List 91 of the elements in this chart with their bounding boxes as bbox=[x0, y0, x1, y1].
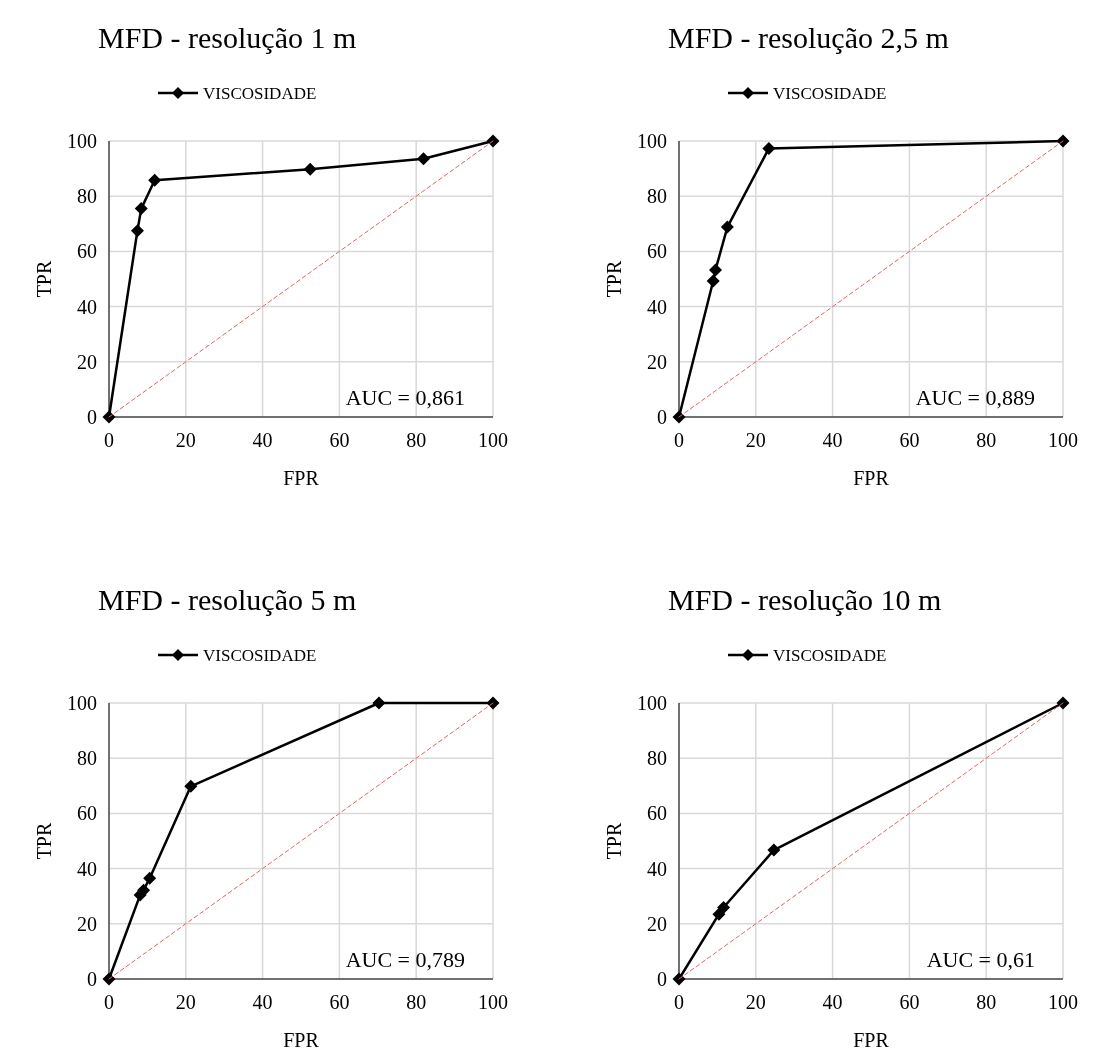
point bbox=[130, 224, 144, 238]
point bbox=[717, 901, 731, 915]
x-tick-label: 100 bbox=[1048, 991, 1078, 1013]
x-tick-label: 0 bbox=[674, 429, 684, 451]
y-tick-label: 60 bbox=[77, 240, 97, 263]
x-tick-label: 0 bbox=[674, 991, 684, 1013]
y-tick-label: 80 bbox=[647, 185, 667, 208]
x-tick-label: 20 bbox=[175, 429, 196, 451]
x-axis-title: FPR bbox=[853, 467, 890, 489]
x-tick-label: 40 bbox=[252, 429, 273, 451]
x-tick-label: 20 bbox=[175, 991, 196, 1013]
point bbox=[372, 696, 386, 710]
y-tick-label: 40 bbox=[647, 857, 667, 880]
point bbox=[1056, 696, 1070, 710]
y-tick-label: 0 bbox=[87, 406, 97, 428]
point bbox=[1056, 134, 1070, 148]
x-tick-label: 60 bbox=[329, 429, 350, 451]
chart-title: MFD - resolução 1 m bbox=[98, 21, 357, 54]
chart-title: MFD - resolução 10 m bbox=[668, 583, 942, 616]
x-tick-label: 0 bbox=[104, 429, 114, 451]
legend-label: VISCOSIDADE bbox=[203, 84, 317, 103]
x-tick-label: 40 bbox=[252, 991, 273, 1013]
y-tick-label: 20 bbox=[77, 350, 97, 373]
point bbox=[102, 972, 116, 986]
x-tick-label: 80 bbox=[976, 991, 997, 1013]
x-tick-label: 40 bbox=[822, 991, 843, 1013]
annotation: AUC = 0,861 bbox=[345, 385, 465, 410]
legend-label: VISCOSIDADE bbox=[773, 646, 887, 665]
x-tick-label: 100 bbox=[478, 991, 508, 1013]
annotation: AUC = 0,61 bbox=[926, 947, 1035, 972]
y-tick-label: 40 bbox=[77, 857, 97, 880]
x-tick-label: 20 bbox=[745, 429, 766, 451]
x-axis-title: FPR bbox=[853, 1029, 890, 1051]
y-tick-label: 0 bbox=[657, 968, 667, 990]
y-tick-label: 20 bbox=[647, 350, 667, 373]
x-tick-label: 20 bbox=[745, 991, 766, 1013]
point bbox=[706, 274, 720, 288]
chart-title: MFD - resolução 5 m bbox=[98, 583, 357, 616]
point bbox=[672, 410, 686, 424]
y-tick-label: 20 bbox=[647, 912, 667, 935]
legend-label: VISCOSIDADE bbox=[773, 84, 887, 103]
point bbox=[762, 141, 776, 155]
point bbox=[184, 779, 198, 793]
y-tick-label: 80 bbox=[77, 747, 97, 770]
y-tick-label: 20 bbox=[77, 912, 97, 935]
y-tick-label: 60 bbox=[647, 802, 667, 825]
point bbox=[417, 152, 430, 166]
point bbox=[767, 843, 781, 857]
x-tick-label: 60 bbox=[329, 991, 350, 1013]
point bbox=[143, 871, 157, 885]
y-axis-title: TPR bbox=[603, 822, 625, 860]
x-axis-title: FPR bbox=[283, 467, 320, 489]
point bbox=[102, 410, 116, 424]
x-tick-label: 80 bbox=[406, 991, 427, 1013]
y-axis-title: TPR bbox=[33, 822, 55, 860]
y-tick-label: 60 bbox=[77, 802, 97, 825]
point bbox=[486, 134, 500, 148]
y-tick-label: 100 bbox=[67, 130, 97, 152]
y-tick-label: 80 bbox=[77, 185, 97, 208]
point bbox=[672, 972, 686, 986]
x-tick-label: 40 bbox=[822, 429, 843, 451]
y-tick-label: 40 bbox=[647, 295, 667, 318]
legend-label: VISCOSIDADE bbox=[203, 646, 317, 665]
x-tick-label: 80 bbox=[406, 429, 427, 451]
y-axis-title: TPR bbox=[603, 260, 625, 298]
x-tick-label: 100 bbox=[478, 429, 508, 451]
point bbox=[486, 696, 500, 710]
x-axis-title: FPR bbox=[283, 1029, 320, 1051]
point bbox=[720, 220, 734, 234]
y-tick-label: 0 bbox=[87, 968, 97, 990]
y-axis-title: TPR bbox=[33, 260, 55, 298]
y-tick-label: 0 bbox=[657, 406, 667, 428]
x-tick-label: 0 bbox=[104, 991, 114, 1013]
annotation: AUC = 0,889 bbox=[915, 385, 1035, 410]
point bbox=[134, 202, 148, 216]
chart-title: MFD - resolução 2,5 m bbox=[668, 21, 949, 54]
y-tick-label: 100 bbox=[637, 692, 667, 714]
y-tick-label: 60 bbox=[647, 240, 667, 263]
x-tick-label: 100 bbox=[1048, 429, 1078, 451]
x-tick-label: 60 bbox=[899, 429, 920, 451]
x-tick-label: 80 bbox=[976, 429, 997, 451]
y-tick-label: 80 bbox=[647, 747, 667, 770]
point bbox=[303, 162, 317, 176]
point bbox=[708, 263, 722, 277]
y-tick-label: 100 bbox=[637, 130, 667, 152]
x-tick-label: 60 bbox=[899, 991, 920, 1013]
y-tick-label: 40 bbox=[77, 295, 97, 318]
annotation: AUC = 0,789 bbox=[345, 947, 465, 972]
point bbox=[148, 173, 162, 187]
y-tick-label: 100 bbox=[67, 692, 97, 714]
point bbox=[137, 883, 151, 897]
